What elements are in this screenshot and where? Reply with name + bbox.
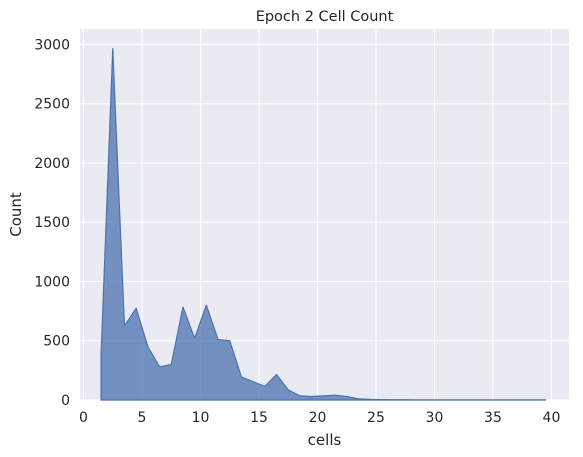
x-tick-label: 30 [426, 410, 444, 426]
x-tick-label: 25 [367, 410, 385, 426]
y-tick-label: 1000 [34, 274, 70, 290]
x-axis-label: cells [308, 431, 342, 449]
plot-background [80, 29, 569, 400]
y-tick-label: 500 [43, 334, 70, 350]
y-tick-label: 2000 [34, 156, 70, 172]
y-tick-label: 0 [61, 393, 70, 409]
y-axis-ticks: 0 500 1000 1500 2000 2500 3000 [34, 37, 70, 409]
x-axis-ticks: 0 5 10 15 20 25 30 35 40 [79, 410, 560, 426]
x-tick-label: 40 [543, 410, 561, 426]
data-marks [100, 47, 547, 401]
x-tick-label: 10 [192, 410, 210, 426]
area-series-0 [100, 47, 547, 401]
y-axis-label: Count [7, 192, 25, 237]
x-tick-label: 5 [138, 410, 147, 426]
chart-title: Epoch 2 Cell Count [256, 9, 394, 25]
y-tick-label: 3000 [34, 37, 70, 53]
y-tick-label: 2500 [34, 97, 70, 113]
y-tick-label: 1500 [34, 215, 70, 231]
grid-lines [80, 29, 569, 401]
x-tick-label: 0 [79, 410, 88, 426]
x-tick-label: 15 [250, 410, 268, 426]
x-tick-label: 20 [309, 410, 327, 426]
x-tick-label: 35 [484, 410, 502, 426]
